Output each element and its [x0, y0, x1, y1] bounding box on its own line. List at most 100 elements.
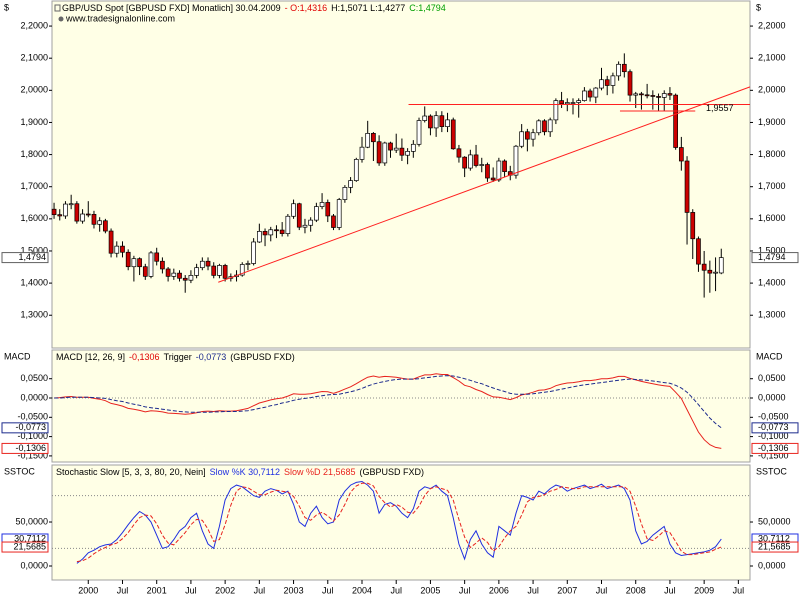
candle-body — [701, 263, 707, 271]
y-tick-label: 1,3000 — [20, 310, 48, 320]
candle-body — [525, 131, 530, 140]
panel-header: MACD [12, 26, 9] -0,1306 Trigger -0,0773 (GB… — [56, 352, 295, 362]
y-tick-label: 0,0500 — [758, 373, 786, 383]
candle-body — [656, 96, 661, 98]
panel-background — [51, 464, 751, 581]
y-tick-label: 1,9000 — [20, 117, 48, 127]
candle-body — [239, 264, 245, 276]
candle-body — [171, 272, 177, 277]
candle-body — [593, 87, 599, 98]
candle-body — [91, 213, 97, 225]
y-tick-label: 0,0000 — [20, 392, 48, 402]
candle-body — [336, 199, 342, 228]
panel-header: GBP/USD Spot [GBPUSD FXD] Monatlich] 30.… — [62, 3, 446, 13]
candle-body — [393, 147, 399, 151]
header-part: Slow %K 30,7112 — [210, 467, 280, 477]
logo-icon — [54, 4, 61, 12]
candle-body — [388, 142, 393, 151]
y-tick-label: 1,9000 — [758, 117, 786, 127]
header-part: Slow %D 21,5685 — [284, 467, 356, 477]
candle-body — [314, 206, 319, 221]
header-part: -0,0773 — [196, 352, 227, 362]
candle-body — [530, 132, 536, 140]
candle-body — [199, 260, 205, 269]
axis-name: MACD — [756, 351, 783, 361]
header-part: C:1,4794 — [409, 3, 446, 13]
indicator-line — [76, 482, 722, 563]
candle-body — [325, 202, 331, 217]
candle-body — [359, 146, 365, 160]
candle-body — [582, 90, 587, 101]
x-tick-label: Jul — [390, 585, 402, 595]
candle-body — [718, 257, 724, 274]
last-value-label: -0,1306 — [758, 443, 789, 453]
x-tick-label: Jul — [322, 585, 334, 595]
y-tick-label: 50,0000 — [15, 516, 48, 526]
y-tick-label: 1,5000 — [758, 245, 786, 255]
header-part: H:1,5071 L:1,4277 — [331, 3, 405, 13]
header-part: (GBPUSD FXD) — [360, 467, 425, 477]
panel-background — [51, 349, 751, 463]
candle-body — [536, 120, 542, 134]
candle-body — [576, 100, 582, 103]
axis-name: SSTOC — [756, 466, 787, 476]
candle-body — [74, 203, 80, 222]
candle-body — [108, 230, 114, 254]
header-part: (GBPUSD FXD) — [230, 352, 295, 362]
candle-body — [103, 220, 108, 232]
last-value-box — [751, 442, 799, 454]
candle-body — [467, 154, 473, 169]
candle-body — [553, 100, 559, 121]
candle-body — [633, 93, 639, 96]
candle-body — [616, 63, 621, 77]
last-value-box — [1, 422, 49, 434]
candle-body — [365, 133, 371, 148]
candle-body — [564, 102, 570, 105]
candle-body — [433, 115, 439, 129]
last-value-label: 1,4794 — [758, 252, 786, 262]
candle-body — [627, 71, 633, 96]
panel-header: Stochastic Slow [5, 3, 3, 80, 20, Nein] S… — [56, 467, 424, 477]
y-tick-label: -0,1000 — [17, 431, 48, 441]
x-tick-label: 2008 — [626, 585, 646, 595]
candle-body — [348, 180, 353, 188]
x-tick-label: Jul — [527, 585, 539, 595]
candle-body — [678, 147, 684, 162]
candle-body — [279, 229, 285, 234]
candle-body — [661, 93, 667, 98]
y-tick-label: 2,1000 — [20, 53, 48, 63]
candle-body — [707, 269, 713, 274]
y-tick-label: -0,0500 — [758, 412, 789, 422]
candle-body — [547, 119, 553, 133]
candle-body — [262, 231, 268, 236]
candle-body — [274, 229, 279, 232]
candle-body — [302, 224, 308, 228]
candle-body — [376, 141, 382, 164]
candle-body — [462, 156, 467, 169]
last-value-label: -0,0773 — [758, 422, 789, 432]
candle-body — [125, 251, 131, 268]
candle-body — [439, 115, 445, 127]
candle-body — [399, 147, 405, 156]
y-tick-label: 1,7000 — [758, 181, 786, 191]
candle-body — [667, 93, 673, 96]
candle-body — [513, 145, 519, 176]
header-part: -0,1306 — [129, 352, 160, 362]
x-tick-label: Jul — [596, 585, 608, 595]
candle-body — [456, 148, 462, 158]
candle-body — [308, 219, 314, 226]
x-tick-label: Jul — [254, 585, 266, 595]
last-value-label: 30,7112 — [14, 533, 46, 543]
candle-body — [570, 102, 576, 104]
candle-body — [490, 177, 496, 181]
candle-body — [211, 265, 217, 276]
candle-body — [542, 120, 547, 133]
x-tick-label: Jul — [459, 585, 471, 595]
x-tick-label: Jul — [733, 585, 745, 595]
y-tick-label: 2,2000 — [20, 20, 48, 30]
candle-body — [57, 214, 63, 217]
y-tick-label: 2,2000 — [758, 20, 786, 30]
candle-body — [331, 215, 336, 228]
axis-name: MACD — [4, 351, 31, 361]
candle-body — [51, 208, 57, 216]
